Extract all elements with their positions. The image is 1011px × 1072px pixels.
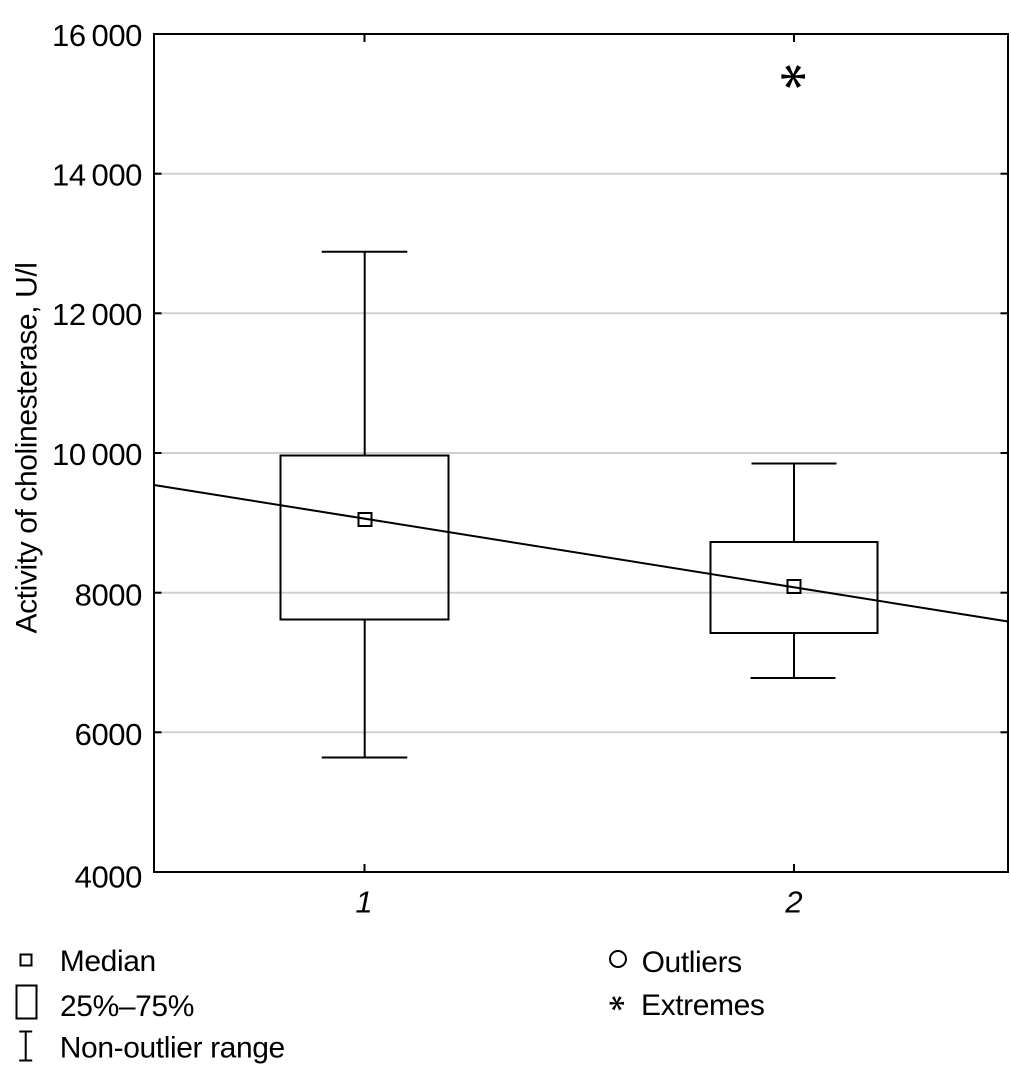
- svg-text:2: 2: [784, 885, 802, 920]
- svg-text:4000: 4000: [75, 859, 143, 894]
- svg-text:Outliers: Outliers: [642, 946, 742, 979]
- svg-text:14 000: 14 000: [52, 157, 142, 192]
- svg-text:Extremes: Extremes: [641, 989, 765, 1022]
- svg-text:8000: 8000: [75, 577, 143, 612]
- svg-text:Non-outlier range: Non-outlier range: [60, 1032, 285, 1065]
- svg-text:10 000: 10 000: [52, 437, 142, 472]
- svg-text:25%–75%: 25%–75%: [60, 990, 194, 1023]
- svg-text:Activity of cholinesterase, U/: Activity of cholinesterase, U/l: [11, 262, 44, 633]
- svg-text:16 000: 16 000: [52, 18, 142, 53]
- svg-text:6000: 6000: [75, 717, 143, 752]
- svg-text:1: 1: [355, 885, 372, 920]
- svg-text:Median: Median: [60, 945, 156, 978]
- svg-text:12 000: 12 000: [52, 297, 142, 332]
